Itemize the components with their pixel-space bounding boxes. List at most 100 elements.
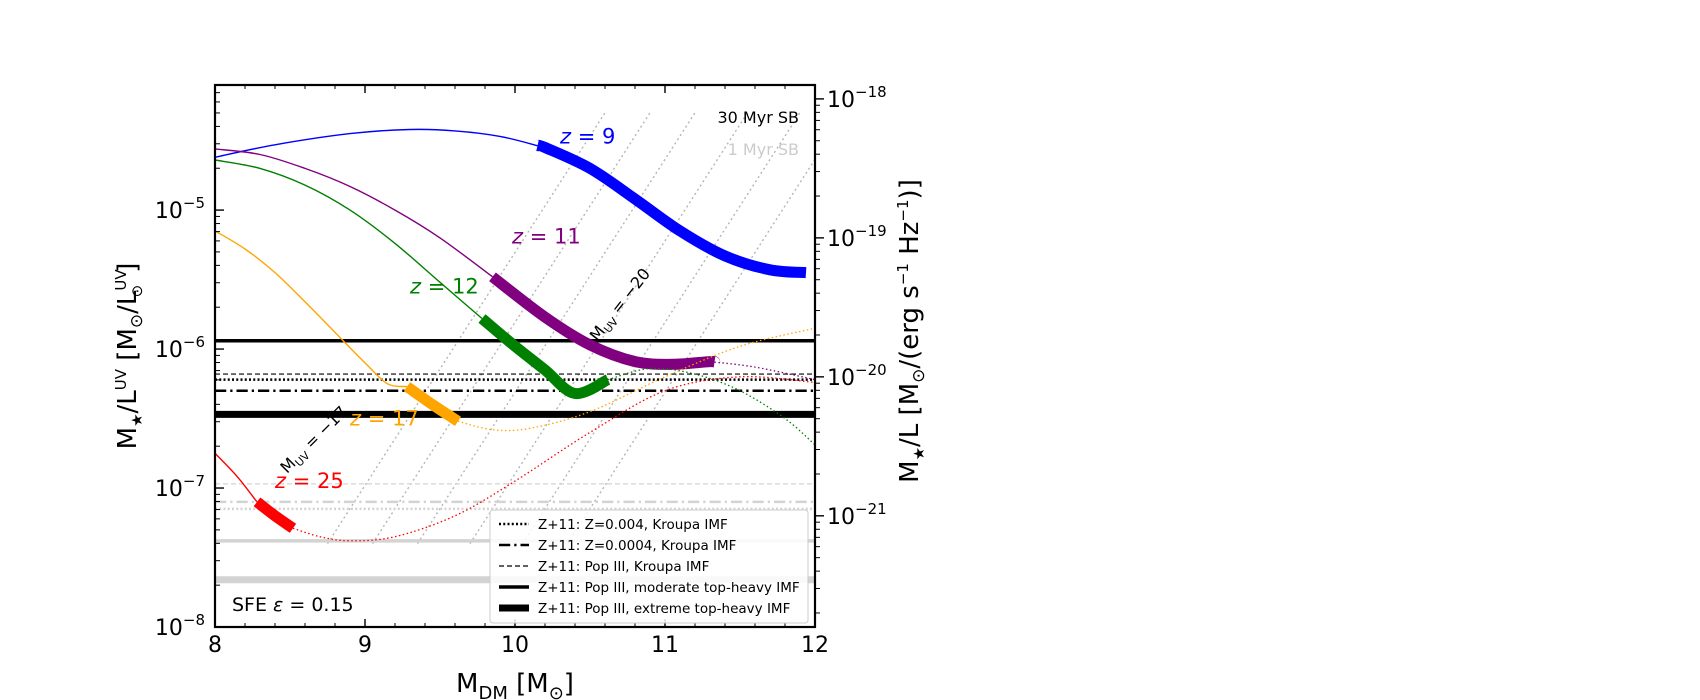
tick-base: 10 xyxy=(155,477,183,502)
yl-uv2: UV xyxy=(112,269,130,291)
x-title-m: M xyxy=(456,669,478,699)
y-right-title-group: M★/L [M⊙/(erg s−1 Hz−1)] xyxy=(894,179,929,483)
z-value: = 25 xyxy=(286,469,344,493)
tick-base: 10 xyxy=(827,227,855,252)
yr-close: )] xyxy=(895,179,925,199)
series-bold-line xyxy=(253,497,297,533)
series-z9 xyxy=(215,128,807,279)
starburst-label: 1 Myr SB xyxy=(728,140,799,159)
muv-guide-line xyxy=(521,112,801,544)
yl-sun2: ⊙ xyxy=(128,285,146,298)
muv-label-group: MUV = −20 xyxy=(586,265,657,347)
series-bold-line xyxy=(532,139,807,279)
yl-star: ★ xyxy=(128,413,146,426)
series-dotted-line xyxy=(292,375,815,542)
tick-base: 10 xyxy=(827,505,855,530)
z-value: = 9 xyxy=(571,124,615,148)
series-thin-line xyxy=(215,230,408,388)
z-symbol: z xyxy=(349,406,362,430)
tick-base: 10 xyxy=(155,199,183,224)
x-title-unit: [M xyxy=(508,669,549,699)
yr-hz: Hz xyxy=(895,222,925,263)
yl-l2: /L xyxy=(113,290,143,314)
y-right-tick-label: 10−21 xyxy=(827,500,887,530)
x-tick-label: 8 xyxy=(208,633,222,658)
z-value: = 12 xyxy=(421,274,479,298)
y-left-tick-label: 10−8 xyxy=(155,611,205,641)
series-thin-line xyxy=(215,452,258,503)
z-label: z = 17 xyxy=(349,406,419,430)
muv-label: MUV = −20 xyxy=(586,265,657,347)
y-left-tick-label: 10−5 xyxy=(155,194,205,224)
legend: Z+11: Z=0.004, Kroupa IMF Z+11: Z=0.0004,… xyxy=(489,509,809,624)
y-right-tick-label: 10−20 xyxy=(827,361,887,391)
x-axis-title: MDM [M⊙] xyxy=(456,669,574,700)
series-thin-line xyxy=(215,128,538,158)
legend-label: Z+11: Pop III, extreme top-heavy IMF xyxy=(538,601,790,617)
y-left-title-group: M★/LUV [M⊙/LUV⊙] xyxy=(112,263,147,450)
muv-guide-line xyxy=(371,112,651,544)
z-symbol: z xyxy=(409,274,422,298)
yr-m: M xyxy=(895,460,925,482)
yl-uv: UV xyxy=(112,368,130,390)
legend-label: Z+11: Z=0.0004, Kroupa IMF xyxy=(538,538,736,554)
y-right-axis-title: M★/L [M⊙/(erg s−1 Hz−1)] xyxy=(894,179,929,483)
sfe-value: = 0.15 xyxy=(283,594,353,616)
x-tick-label: 9 xyxy=(358,633,372,658)
series-z17 xyxy=(215,230,815,432)
z-label: z = 11 xyxy=(511,224,581,248)
yl-m: M xyxy=(113,427,143,449)
x-title-sun: ⊙ xyxy=(549,683,564,700)
yl-bracket: [M xyxy=(113,328,143,369)
series-thin-line xyxy=(215,159,483,320)
y-right-tick-label: 10−18 xyxy=(827,83,887,113)
x-tick-label: 12 xyxy=(801,633,829,658)
yr-sun: ⊙ xyxy=(909,369,929,383)
legend-label: Z+11: Z=0.004, Kroupa IMF xyxy=(538,517,728,533)
y-left-tick-label: 10−6 xyxy=(155,333,205,363)
tick-exponent: −20 xyxy=(855,361,887,379)
tick-exponent: −6 xyxy=(183,333,205,351)
series-z11 xyxy=(215,148,815,381)
series-z25 xyxy=(215,375,815,542)
z-value: = 11 xyxy=(523,224,581,248)
tick-base: 10 xyxy=(155,338,183,363)
muv-guide-line xyxy=(326,112,606,544)
m-value: = −17 xyxy=(297,402,351,456)
legend-label: Z+11: Pop III, Kroupa IMF xyxy=(538,559,709,575)
starburst-label: 30 Myr SB xyxy=(717,108,799,127)
tick-exponent: −19 xyxy=(855,222,887,240)
y-left-tick-label: 10−7 xyxy=(155,472,205,502)
yr-exp1: −1 xyxy=(894,263,912,285)
series-bold-line xyxy=(478,314,611,400)
z-label: z = 12 xyxy=(409,274,479,298)
yl-close: ] xyxy=(113,263,143,273)
z-label: z = 25 xyxy=(274,469,344,493)
yr-exp2: −1 xyxy=(894,199,912,221)
series-thin-line xyxy=(215,148,493,278)
x-title-sub: DM xyxy=(478,683,507,700)
z-symbol: z xyxy=(274,469,287,493)
legend-label: Z+11: Pop III, moderate top-heavy IMF xyxy=(538,580,800,596)
tick-base: 10 xyxy=(827,88,855,113)
sfe-prefix: SFE xyxy=(232,594,273,616)
series-bold-line xyxy=(489,272,721,370)
muv-guide-line xyxy=(566,158,815,544)
sfe-annotation: SFE ε = 0.15 xyxy=(232,594,354,616)
x-tick-label: 10 xyxy=(501,633,529,658)
yl-sun: ⊙ xyxy=(127,314,147,328)
muv-guide-line xyxy=(469,112,749,544)
series-z12 xyxy=(215,159,815,446)
tick-base: 10 xyxy=(155,616,183,641)
sfe-epsilon: ε xyxy=(273,594,283,616)
yr-star: ★ xyxy=(910,447,928,460)
y-right-tick-label: 10−19 xyxy=(827,222,887,252)
yr-l: /L [M xyxy=(895,383,925,447)
x-title-close: ] xyxy=(564,669,574,699)
yr-unit: /(erg s xyxy=(895,285,925,368)
series-dotted-line xyxy=(714,361,815,381)
x-tick-label: 11 xyxy=(651,633,679,658)
z-symbol: z xyxy=(511,224,524,248)
series-bold-line xyxy=(403,382,462,426)
